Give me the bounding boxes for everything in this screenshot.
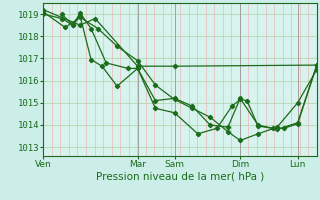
X-axis label: Pression niveau de la mer( hPa ): Pression niveau de la mer( hPa ) [96,172,264,182]
